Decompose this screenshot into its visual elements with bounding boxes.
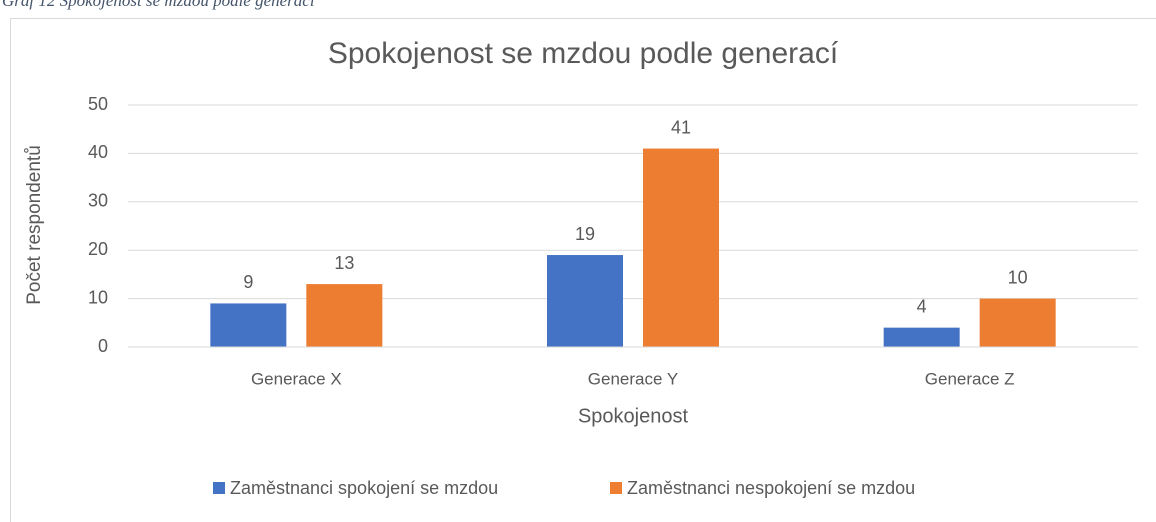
y-tick-label: 10 (88, 287, 108, 307)
chart-title: Spokojenost se mzdou podle generací (328, 37, 839, 70)
bar (883, 327, 960, 347)
data-label: 10 (1008, 267, 1028, 287)
data-label: 41 (671, 117, 691, 137)
y-tick-label: 30 (88, 191, 108, 211)
bar (643, 148, 719, 347)
legend-label: Zaměstnanci nespokojení se mzdou (627, 478, 915, 498)
data-label: 13 (334, 253, 354, 273)
y-tick-label: 0 (98, 336, 108, 356)
x-tick-label: Generace Z (925, 369, 1015, 388)
legend-swatch (213, 482, 225, 494)
x-tick-label: Generace Y (588, 369, 678, 388)
x-tick-label: Generace X (251, 369, 342, 388)
bar (979, 298, 1056, 347)
data-label: 4 (917, 296, 927, 316)
data-label: 19 (575, 224, 595, 244)
y-tick-label: 20 (88, 239, 108, 259)
y-tick-label: 50 (88, 94, 108, 114)
bar (306, 284, 383, 347)
legend-swatch (610, 482, 622, 494)
bar (210, 303, 287, 347)
x-axis-title: Spokojenost (578, 405, 689, 427)
y-axis-title: Počet respondentů (24, 145, 45, 305)
y-tick-label: 40 (88, 142, 108, 162)
bar (547, 255, 623, 347)
legend-label: Zaměstnanci spokojení se mzdou (230, 478, 498, 498)
data-label: 9 (243, 272, 253, 292)
caption: Graf 12 Spokojenost se mzdou podle gener… (2, 0, 316, 10)
